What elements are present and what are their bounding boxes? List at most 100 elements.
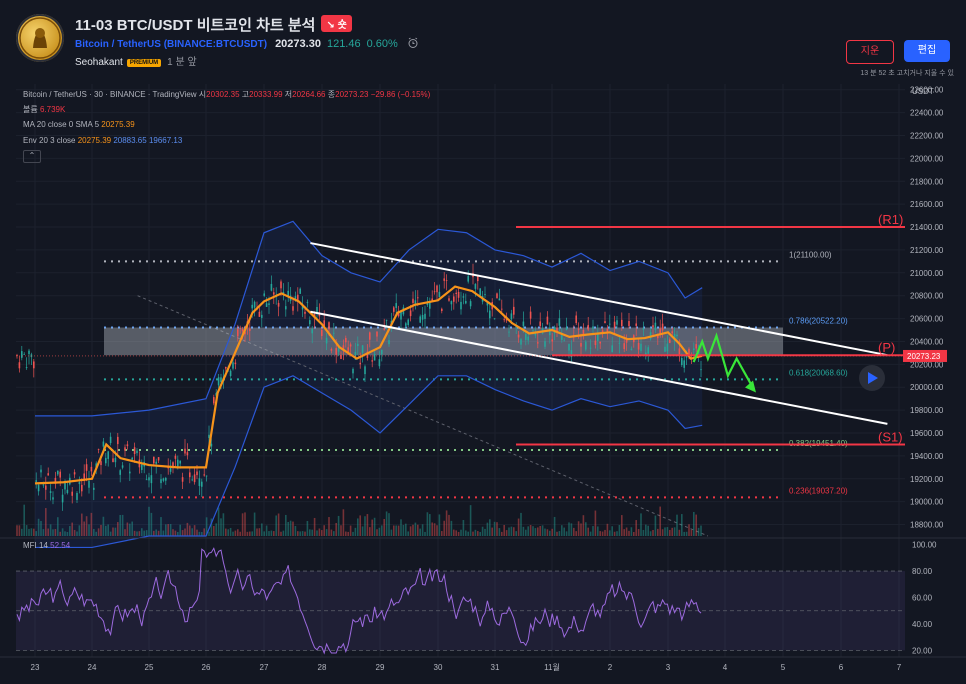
delete-button[interactable]: 지운 [846, 40, 894, 64]
candle-body [208, 434, 210, 438]
candle-body [681, 357, 683, 366]
time-tick-label: 30 [434, 663, 443, 672]
candle-body [496, 293, 498, 299]
candle-body [628, 321, 630, 327]
chevron-up-icon[interactable]: ⌃ [23, 150, 41, 163]
volume-bar [129, 523, 131, 536]
candle-body [210, 443, 213, 447]
envelope-line [35, 375, 703, 549]
candle-body [671, 331, 673, 334]
alarm-clock-icon[interactable] [407, 37, 419, 49]
volume-bar [609, 530, 611, 536]
candle-body [539, 321, 541, 326]
candle-body [177, 459, 179, 467]
volume-bar [258, 528, 261, 536]
candle-body [261, 314, 263, 318]
volume-bar [354, 527, 357, 536]
author-avatar[interactable] [16, 14, 64, 62]
volume-bar [606, 523, 609, 536]
candle-body [270, 283, 273, 291]
volume-bar [673, 527, 676, 536]
candle-body [647, 347, 649, 354]
candle-body [160, 479, 162, 484]
candle-body [198, 478, 201, 487]
volume-bar [690, 529, 693, 536]
volume-bar [678, 529, 681, 536]
candle-body [93, 487, 95, 490]
candle-body [664, 346, 666, 352]
volume-bar [402, 524, 405, 536]
volume-bar [76, 531, 78, 536]
volume-bar [114, 527, 117, 536]
time-tick-label: 31 [491, 663, 500, 672]
candle-body [165, 477, 167, 481]
candle-body [201, 481, 203, 487]
price-tick-label: 19200.00 [910, 475, 944, 484]
candle-body [688, 348, 690, 357]
candle-body [321, 329, 323, 336]
candle-body [21, 351, 23, 358]
price-axis [905, 84, 966, 684]
volume-bar [83, 521, 85, 536]
volume-bar [649, 531, 652, 536]
candle-body [40, 469, 42, 473]
volume-bar [474, 529, 477, 536]
candle-body [73, 472, 76, 475]
projected-arrow-head [745, 380, 756, 393]
volume-bar [460, 529, 462, 536]
time-tick-label: 28 [318, 663, 327, 672]
volume-bar [357, 518, 359, 536]
volume-bar [510, 526, 513, 536]
volume-bar [417, 524, 419, 536]
pair-link[interactable]: Bitcoin / TetherUS (BINANCE:BTCUSDT) [75, 39, 268, 50]
candle-body [148, 477, 150, 481]
candle-body [121, 465, 124, 468]
symbol-legend: Bitcoin / TetherUS · 30 · BINANCE · Trad… [23, 90, 431, 99]
candle-body [443, 278, 445, 281]
candle-body [527, 336, 529, 341]
price-tick-label: 20800.00 [910, 292, 944, 301]
symbol-line: Bitcoin / TetherUS (BINANCE:BTCUSDT) 2027… [75, 37, 419, 50]
volume-bar [436, 525, 438, 536]
candle-body [347, 347, 349, 355]
candle-body [412, 298, 414, 304]
edit-window-note: 13 분 52 초 고치거나 지울 수 있 [860, 70, 954, 77]
fib-level-label: 0.236(19037.20) [789, 486, 848, 495]
candle-body [23, 353, 25, 355]
volume-bar [676, 514, 678, 536]
candle-body [131, 457, 133, 460]
candle-body [604, 321, 606, 324]
candle-body [251, 304, 253, 309]
volume-bar [112, 527, 114, 536]
candle-body [280, 281, 282, 289]
candle-body [429, 302, 431, 309]
author-name[interactable]: Seohakant [75, 57, 123, 68]
envelope-line [35, 220, 703, 417]
volume-bar [481, 526, 484, 536]
volume-bar [376, 529, 378, 536]
candle-body [561, 334, 563, 340]
candle-body [78, 482, 81, 485]
volume-bar [599, 531, 601, 536]
volume-bar [165, 524, 167, 536]
candle-body [486, 302, 489, 306]
volume-bar [196, 529, 198, 536]
volume-bar [30, 528, 33, 536]
volume-bar [424, 531, 426, 536]
edit-button[interactable]: 편집 [904, 40, 950, 62]
volume-bar [688, 524, 690, 536]
candle-body [136, 450, 138, 454]
candle-body [205, 475, 208, 477]
volume-bar [642, 529, 645, 536]
candle-body [49, 491, 52, 493]
candle-body [683, 360, 685, 368]
candle-body [378, 359, 381, 367]
candle-body [460, 301, 462, 310]
candle-body [609, 323, 611, 325]
candle-body [438, 291, 441, 298]
time-tick-label: 11월 [544, 662, 560, 672]
volume-bar [37, 518, 40, 536]
volume-bar [241, 513, 244, 536]
volume-bar [136, 531, 138, 536]
